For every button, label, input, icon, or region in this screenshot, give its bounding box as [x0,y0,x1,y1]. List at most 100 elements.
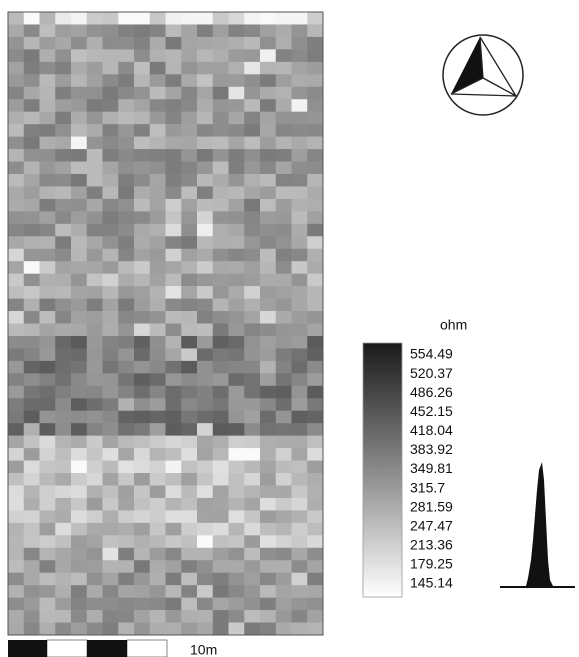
raster-cell [39,273,56,287]
raster-cell [275,535,292,549]
raster-cell [212,298,229,312]
raster-cell [71,86,88,100]
raster-cell [86,560,103,573]
raster-cell [23,173,40,187]
raster-cell [165,311,182,324]
raster-cell [23,36,40,50]
raster-cell [165,448,182,461]
raster-cell [134,186,151,200]
raster-cell [291,198,308,212]
raster-cell [275,497,292,511]
raster-cell [244,497,261,511]
raster-cell [228,323,245,337]
raster-cell [197,261,214,274]
raster-cell [244,335,261,349]
raster-cell [260,24,277,38]
raster-cell [291,49,308,63]
raster-cell [165,261,182,274]
raster-cell [23,622,40,636]
raster-cell [244,572,261,586]
raster-cell [71,36,88,50]
raster-cell [86,236,103,250]
raster-cell [118,49,135,63]
raster-cell [228,535,245,549]
raster-cell [181,99,198,112]
raster-cell [23,348,40,362]
raster-cell [134,161,151,175]
raster-cell [260,497,277,511]
raster-cell [134,335,151,349]
raster-cell [291,435,308,449]
raster-cell [291,124,308,137]
raster-cell [134,497,151,511]
raster-cell [102,273,119,287]
raster-cell [260,99,277,112]
raster-cell [149,74,166,88]
raster-cell [118,610,135,623]
raster-cell [134,136,151,150]
raster-cell [102,74,119,88]
raster-cell [197,423,214,436]
raster-cell [149,410,166,424]
raster-cell [134,236,151,250]
raster-cell [86,348,103,362]
raster-cell [118,173,135,187]
raster-cell [165,298,182,312]
raster-cell [118,485,135,499]
raster-cell [55,610,72,623]
raster-cell [197,111,214,125]
raster-cell [134,173,151,187]
raster-cell [165,373,182,387]
raster-cell [118,547,135,561]
raster-cell [118,136,135,150]
raster-cell [228,435,245,449]
raster-cell [86,473,103,486]
raster-cell [8,211,25,225]
raster-cell [8,36,25,50]
raster-cell [134,211,151,225]
raster-cell [23,410,40,424]
raster-cell [228,360,245,374]
raster-cell [86,522,103,536]
raster-cell [55,198,72,212]
raster-cell [212,149,229,162]
raster-cell [165,236,182,250]
raster-cell [39,223,56,237]
raster-cell [228,61,245,75]
raster-cell [86,385,103,399]
raster-cell [55,410,72,424]
raster-cell [291,211,308,225]
raster-cell [165,61,182,75]
raster-cell [244,124,261,137]
raster-cell [291,335,308,349]
raster-cell [212,74,229,88]
raster-cell [23,49,40,63]
raster-cell [102,535,119,549]
raster-cell [197,373,214,387]
raster-cell [118,522,135,536]
raster-cell [228,186,245,200]
raster-cell [307,373,324,387]
raster-cell [134,273,151,287]
raster-cell [260,622,277,636]
raster-cell [134,36,151,50]
raster-cell [149,49,166,63]
raster-cell [55,360,72,374]
raster-cell [291,61,308,75]
raster-cell [212,136,229,150]
raster-cell [86,198,103,212]
raster-cell [212,236,229,250]
raster-cell [212,398,229,412]
raster-cell [86,497,103,511]
raster-cell [181,610,198,623]
raster-cell [291,610,308,623]
raster-cell [165,99,182,112]
raster-cell [71,311,88,324]
legend-label: 452.15 [410,403,453,419]
raster-cell [291,36,308,50]
raster-cell [102,286,119,299]
raster-cell [149,211,166,225]
raster-cell [134,223,151,237]
raster-cell [118,348,135,362]
raster-cell [8,473,25,486]
